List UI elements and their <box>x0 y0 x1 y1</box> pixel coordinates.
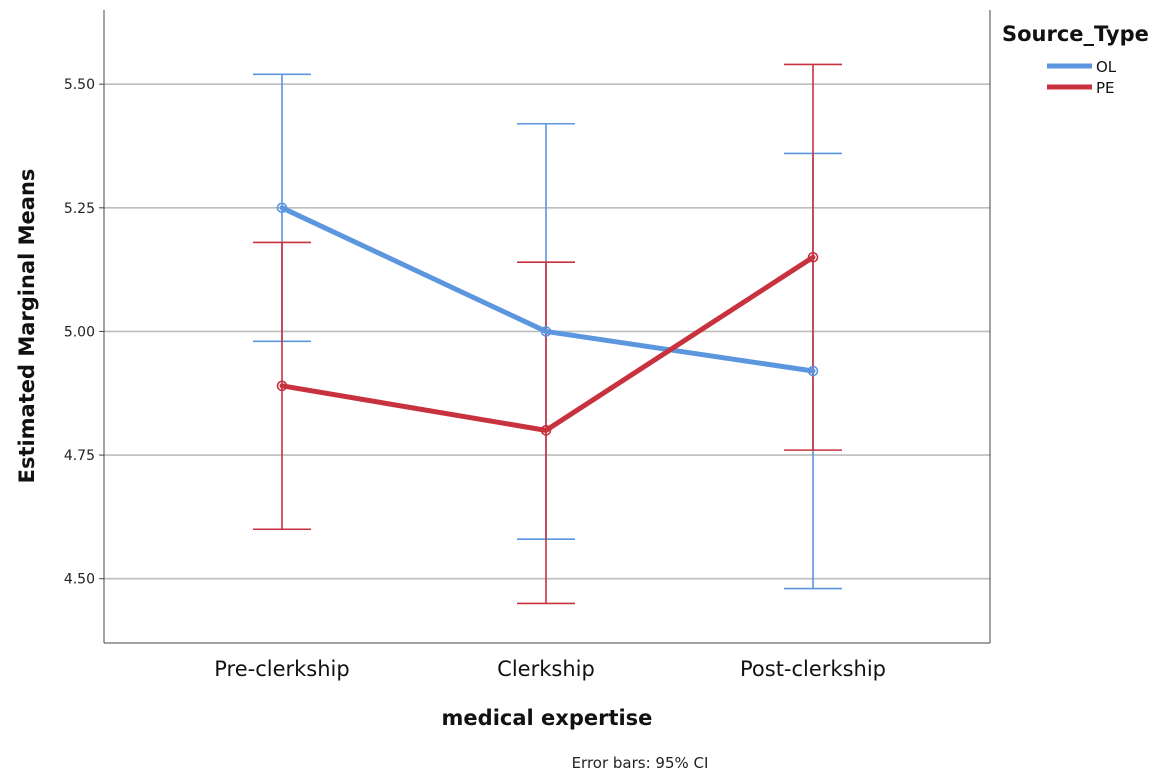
x-tick-label: Clerkship <box>497 657 595 681</box>
axes <box>103 10 991 644</box>
legend-label-pe: PE <box>1096 79 1115 97</box>
x-tick-labels: Pre-clerkship Clerkship Post-clerkship <box>214 657 886 681</box>
y-tick-label: 5.50 <box>64 77 95 93</box>
x-tick-label: Pre-clerkship <box>214 657 349 681</box>
data-point-ol <box>276 202 288 214</box>
data-point-ol <box>807 365 819 377</box>
series-lines <box>276 202 819 436</box>
error-bars-note: Error bars: 95% CI <box>572 754 709 772</box>
y-tick-label: 5.25 <box>64 201 95 217</box>
series-line-pe <box>279 254 816 433</box>
y-axis-title: Estimated Marginal Means <box>15 169 39 484</box>
y-tick-label: 4.50 <box>64 572 95 588</box>
x-tick-label: Post-clerkship <box>740 657 886 681</box>
series-line-ol <box>279 205 816 374</box>
y-tick-labels: 4.50 4.75 5.00 5.25 5.50 <box>64 77 104 588</box>
legend-label-ol: OL <box>1096 58 1117 76</box>
legend: Source_Type OL PE <box>1002 22 1149 97</box>
data-point-pe <box>807 251 819 263</box>
data-point-pe <box>276 380 288 392</box>
legend-items: OL PE <box>1047 58 1117 97</box>
x-axis-title: medical expertise <box>442 706 653 730</box>
legend-title: Source_Type <box>1002 22 1149 46</box>
data-point-ol <box>540 326 552 337</box>
data-point-pe <box>540 425 552 436</box>
y-tick-label: 5.00 <box>64 324 95 340</box>
y-tick-label: 4.75 <box>64 448 95 464</box>
